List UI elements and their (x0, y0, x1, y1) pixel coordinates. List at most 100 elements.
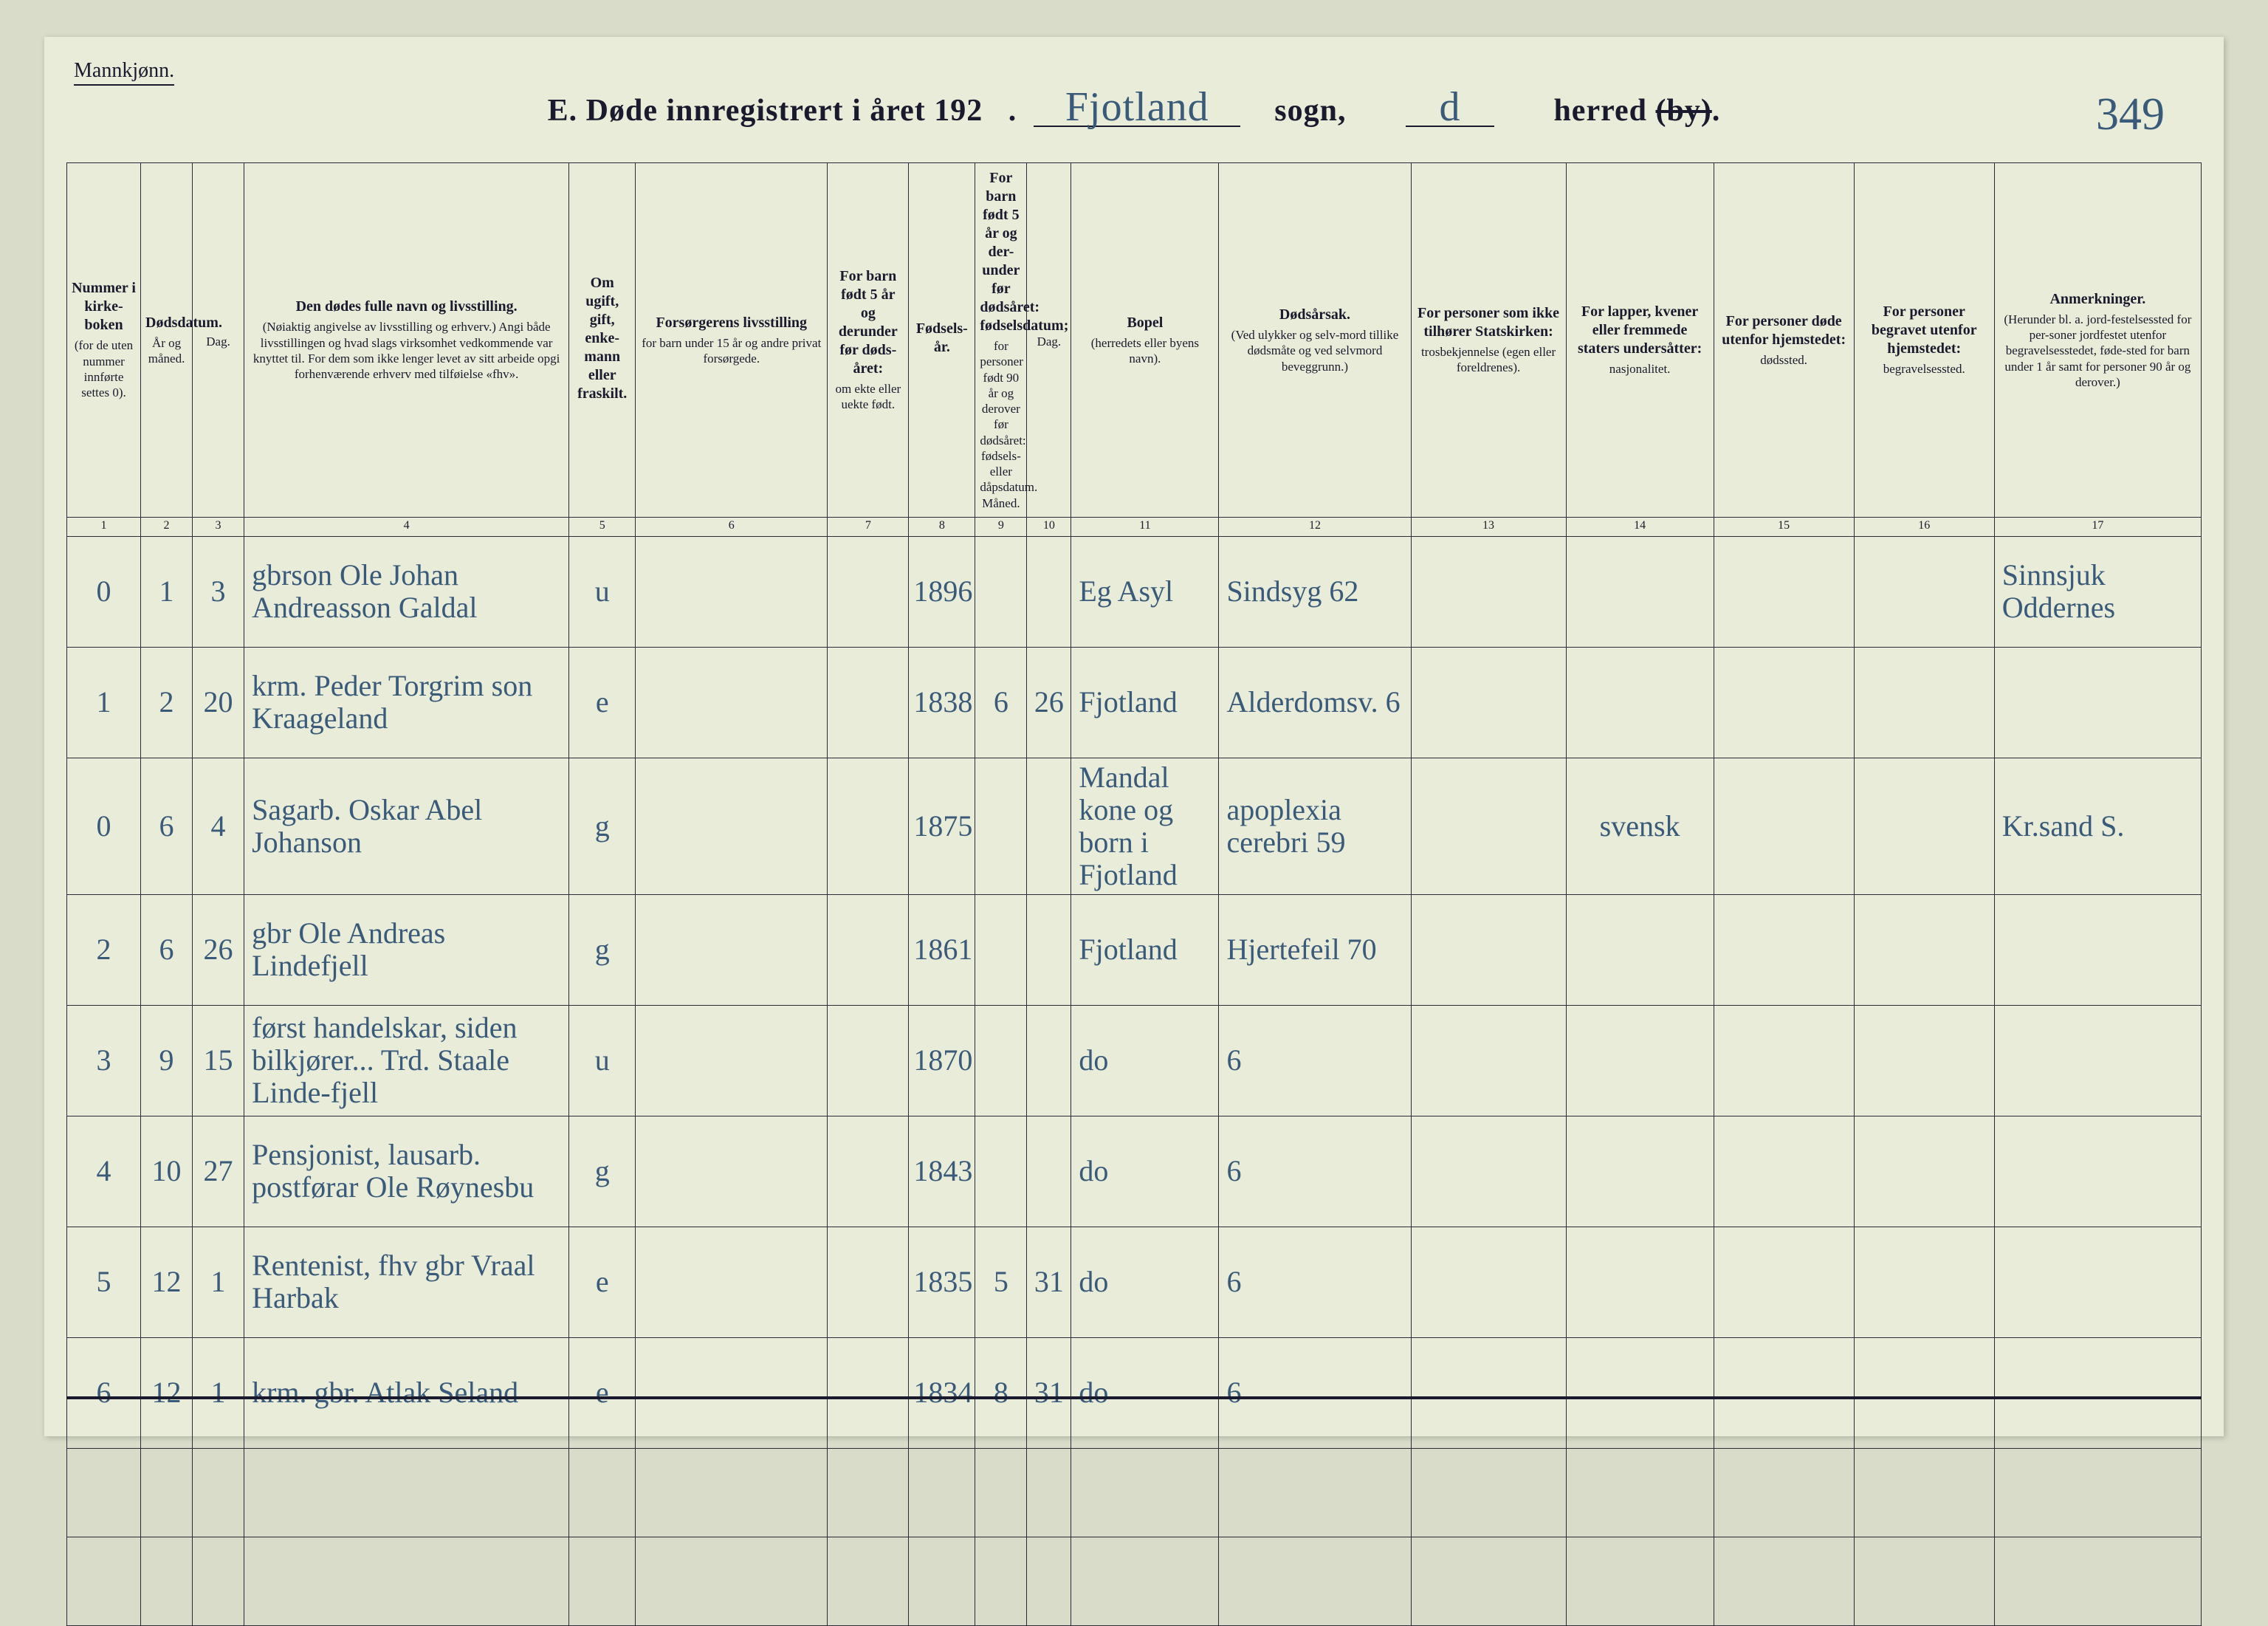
table-cell (828, 894, 909, 1005)
table-cell: g (569, 1116, 636, 1227)
sogn-value: Fjotland (1034, 89, 1240, 127)
table-cell: 5 (67, 1227, 141, 1337)
column-number: 9 (975, 517, 1027, 536)
table-cell: 2 (141, 647, 193, 758)
table-cell (828, 1116, 909, 1227)
table-cell: do (1071, 1116, 1219, 1227)
column-number: 4 (244, 517, 569, 536)
table-cell (636, 536, 828, 647)
table-cell: apoplexia cerebri 59 (1219, 758, 1411, 894)
table-cell (975, 1005, 1027, 1116)
table-cell: 1861 (909, 894, 975, 1005)
table-cell: gbrson Ole Johan Andreasson Galdal (244, 536, 569, 647)
table-cell (636, 1227, 828, 1337)
table-cell (975, 1116, 1027, 1227)
table-cell (1714, 758, 1854, 894)
table-cell: 6 (975, 647, 1027, 758)
form-title: E. Døde innregistrert i året 192 . Fjotl… (44, 89, 2224, 128)
table-cell: krm. Peder Torgrim son Kraageland (244, 647, 569, 758)
register-sheet: Mannkjønn. E. Døde innregistrert i året … (44, 37, 2224, 1436)
table-cell: 1 (193, 1337, 244, 1448)
page-number: 349 (2096, 89, 2165, 141)
table-header: Nummer i kirke-boken(for de uten nummer … (67, 163, 2202, 537)
table-cell: Sinnsjuk Oddernes (1994, 536, 2201, 647)
bottom-rule (66, 1396, 2202, 1399)
column-header: Forsørgerens livsstillingfor barn under … (636, 163, 828, 518)
table-cell: 6 (141, 894, 193, 1005)
table-cell: 1843 (909, 1116, 975, 1227)
table-cell (1714, 1448, 1854, 1537)
table-cell (636, 1537, 828, 1625)
table-row: 064Sagarb. Oskar Abel Johansong1875Manda… (67, 758, 2202, 894)
table-cell (975, 1537, 1027, 1625)
table-cell (1566, 1337, 1714, 1448)
table-cell: do (1071, 1337, 1219, 1448)
table-cell (1027, 1537, 1071, 1625)
table-cell (1854, 894, 1994, 1005)
table-cell (1411, 1537, 1566, 1625)
table-cell (1071, 1448, 1219, 1537)
table-cell (1854, 1337, 1994, 1448)
table-cell: e (569, 1337, 636, 1448)
table-cell (909, 1448, 975, 1537)
table-cell (975, 536, 1027, 647)
table-row: 6121krm. gbr. Atlak Selande1834831do6 (67, 1337, 2202, 1448)
table-cell: Kr.sand S. (1994, 758, 2201, 894)
table-cell (1411, 1227, 1566, 1337)
table-cell (1854, 1537, 1994, 1625)
column-header: For personer begravet utenfor hjemstedet… (1854, 163, 1994, 518)
table-cell (1566, 536, 1714, 647)
table-cell: Rentenist, fhv gbr Vraal Harbak (244, 1227, 569, 1337)
table-cell: først handelskar, siden bilkjører... Trd… (244, 1005, 569, 1116)
table-row: 5121Rentenist, fhv gbr Vraal Harbake1835… (67, 1227, 2202, 1337)
column-header: For barn født 5 år og derunder før døds-… (828, 163, 909, 518)
table-cell (1566, 894, 1714, 1005)
table-cell (193, 1448, 244, 1537)
table-cell (1411, 758, 1566, 894)
table-cell (1411, 1005, 1566, 1116)
table-cell (636, 758, 828, 894)
table-cell (1714, 1116, 1854, 1227)
table-cell (1566, 1448, 1714, 1537)
table-cell: Sindsyg 62 (1219, 536, 1411, 647)
table-cell: 6 (1219, 1116, 1411, 1227)
table-cell (828, 1337, 909, 1448)
table-cell (1714, 536, 1854, 647)
table-cell (975, 1448, 1027, 1537)
table-cell: 12 (141, 1227, 193, 1337)
table-cell: 3 (67, 1005, 141, 1116)
table-cell: 6 (141, 758, 193, 894)
table-cell (1566, 1227, 1714, 1337)
table-cell (1714, 647, 1854, 758)
column-header: Den dødes fulle navn og livsstilling.(Nø… (244, 163, 569, 518)
table-cell (975, 894, 1027, 1005)
table-cell (1027, 1005, 1071, 1116)
table-cell (828, 1227, 909, 1337)
table-cell: 0 (67, 536, 141, 647)
table-cell: 4 (67, 1116, 141, 1227)
table-cell: 0 (67, 758, 141, 894)
herred-label: herred (by). (1553, 94, 1720, 128)
table-cell: Fjotland (1071, 647, 1219, 758)
table-cell (1027, 894, 1071, 1005)
table-row-empty (67, 1448, 2202, 1537)
table-cell (1027, 536, 1071, 647)
table-cell (1411, 647, 1566, 758)
column-number: 11 (1071, 517, 1219, 536)
table-cell (636, 1337, 828, 1448)
column-number: 1 (67, 517, 141, 536)
table-cell (636, 1005, 828, 1116)
table-cell (636, 647, 828, 758)
table-cell: 2 (67, 894, 141, 1005)
table-cell (569, 1537, 636, 1625)
table-cell: 1834 (909, 1337, 975, 1448)
table-cell (1994, 894, 2201, 1005)
table-cell (1854, 647, 1994, 758)
table-cell (1994, 1337, 2201, 1448)
table-cell: 1875 (909, 758, 975, 894)
table-cell (67, 1448, 141, 1537)
table-cell (1994, 1005, 2201, 1116)
table-cell (1219, 1448, 1411, 1537)
table-cell (828, 647, 909, 758)
table-cell: 1 (193, 1227, 244, 1337)
